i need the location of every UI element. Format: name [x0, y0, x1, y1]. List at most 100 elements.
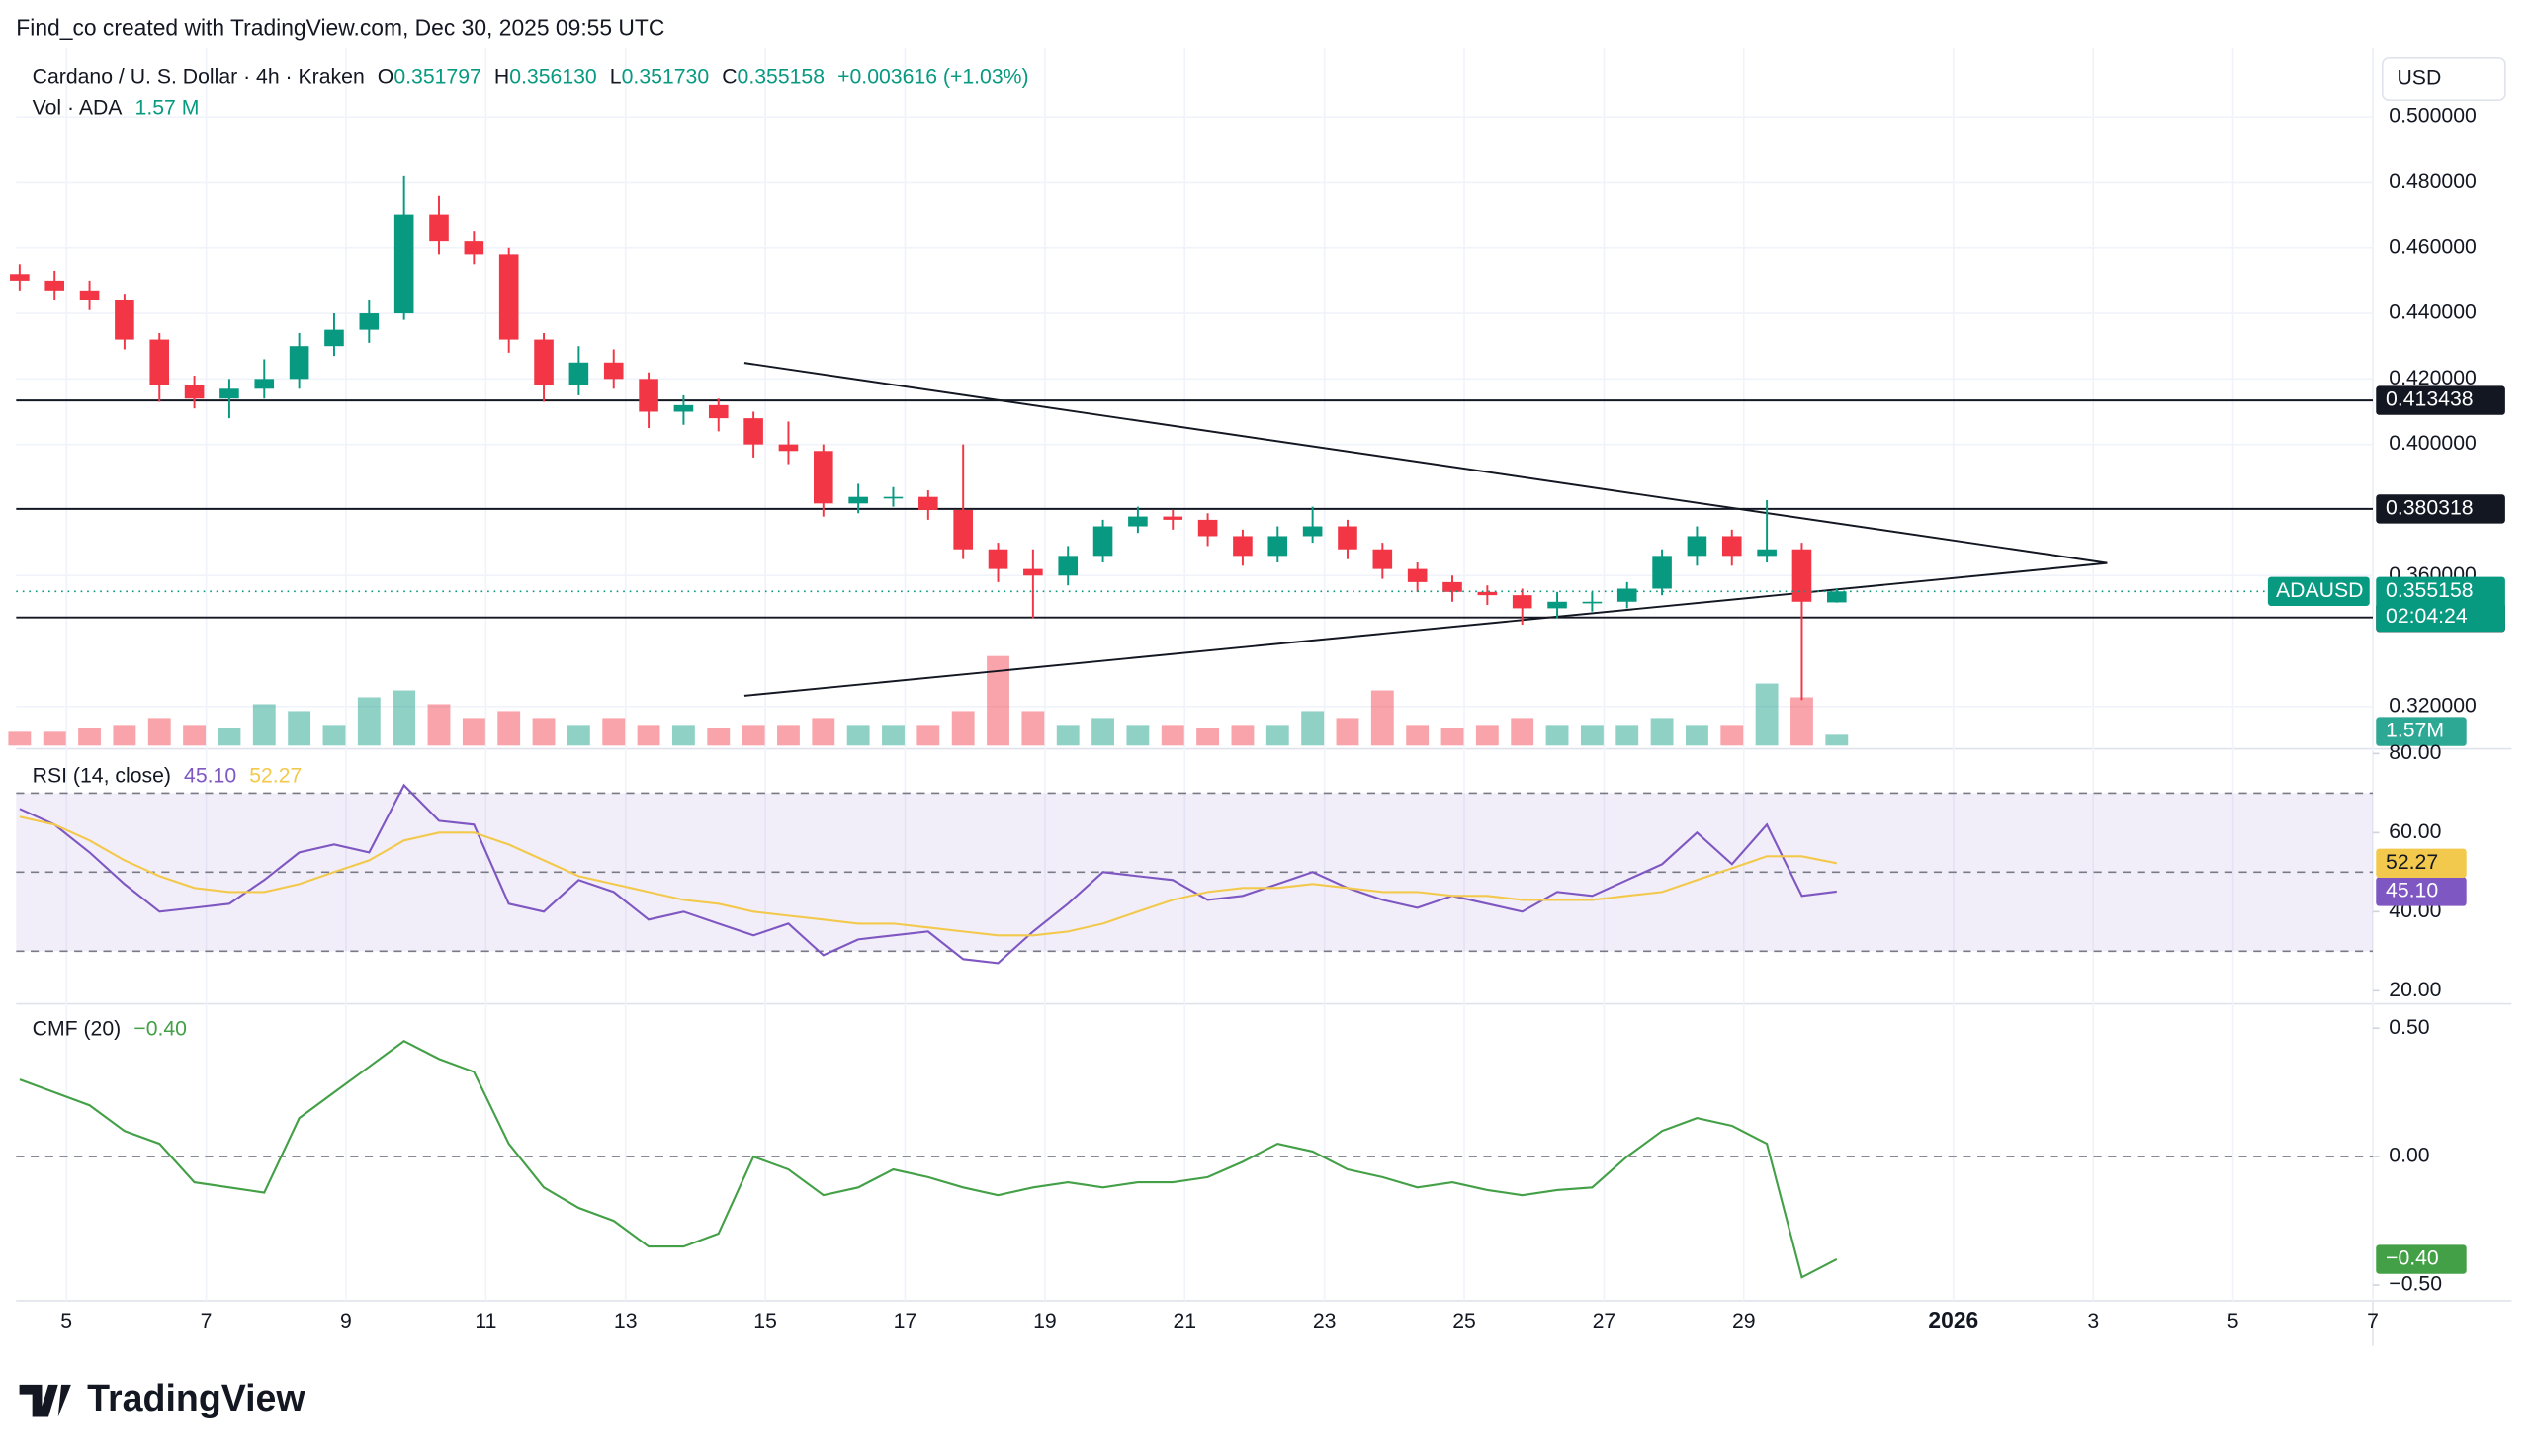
symbol-tag-box	[2267, 576, 2370, 606]
candle-body	[1442, 581, 1462, 592]
candle-body	[1687, 536, 1707, 557]
candle-body	[673, 404, 694, 412]
volume-bar	[393, 690, 416, 746]
volume-bar	[1790, 697, 1813, 746]
x-tick-label: 2026	[1928, 1307, 1978, 1332]
indicator-line	[19, 1039, 1838, 1279]
candle-body	[1267, 536, 1288, 557]
y-tick-label: 0.420000	[2389, 367, 2477, 389]
candle-body	[1128, 516, 1148, 527]
ohlc-key: L	[610, 65, 622, 88]
indicator-value-label: −0.40	[2386, 1247, 2439, 1270]
volume-bar	[1021, 711, 1045, 746]
candle-body	[289, 346, 309, 380]
volume-bar	[1091, 718, 1114, 746]
candle-body	[1582, 601, 1603, 604]
volume-bar	[1196, 728, 1220, 746]
volume-bar	[1511, 718, 1534, 746]
volume-header: Vol · ADA 1.57 M	[33, 96, 200, 119]
x-tick-label: 21	[1173, 1310, 1196, 1332]
volume-bar	[78, 728, 101, 746]
volume-bar	[252, 704, 276, 746]
y-tick-label: 0.00	[2389, 1145, 2429, 1167]
candle-body	[568, 362, 589, 385]
candle-body	[988, 549, 1008, 569]
volume-bar	[1650, 718, 1674, 746]
volume-bar	[1440, 728, 1464, 746]
candle-body	[1616, 588, 1637, 602]
volume-bar	[1720, 725, 1744, 746]
candle-body	[918, 496, 938, 510]
volume-bar	[532, 718, 556, 746]
logo-text: TradingView	[87, 1377, 305, 1418]
y-tick-label: 0.50	[2389, 1016, 2429, 1039]
candle-body	[743, 418, 763, 445]
candle-body	[1372, 549, 1393, 569]
candle-body	[149, 339, 170, 385]
candle-body	[324, 329, 344, 347]
y-tick-label: 60.00	[2389, 820, 2441, 843]
y-tick-label: 0.500000	[2389, 105, 2477, 128]
volume-bar	[357, 697, 381, 746]
volume-bar	[1580, 725, 1604, 746]
volume-bar	[1161, 725, 1184, 746]
x-tick-label: 23	[1313, 1310, 1337, 1332]
x-tick-label: 5	[2227, 1310, 2239, 1332]
candle-body	[1512, 595, 1532, 609]
volume-bar	[43, 731, 66, 746]
currency[interactable]: USD	[2397, 67, 2441, 90]
y-tick-label: 0.320000	[2389, 694, 2477, 717]
candle-body	[184, 385, 205, 399]
candle-body	[1338, 526, 1357, 550]
y-tick-label: −0.50	[2389, 1273, 2442, 1296]
candle-body	[848, 496, 868, 504]
candle-body	[1827, 591, 1847, 603]
x-tick-label: 5	[60, 1310, 72, 1332]
candle-body	[1547, 601, 1567, 609]
candle-body	[219, 388, 239, 399]
trend-line	[743, 561, 2108, 697]
volume-bar	[1615, 725, 1639, 746]
candle-body	[953, 509, 973, 550]
level-label-box	[2376, 385, 2505, 415]
volume-bar	[1825, 734, 1849, 746]
indicator-line	[19, 783, 1837, 965]
candle-body	[1197, 519, 1218, 537]
indicator-value-label-box	[2376, 877, 2467, 906]
volume-bar	[812, 718, 835, 746]
volume-title: Vol · ADA	[33, 96, 124, 119]
last-price-label: 0.355158	[2386, 579, 2474, 602]
y-tick-label: 0.440000	[2389, 301, 2477, 324]
volume-bar	[1370, 690, 1394, 746]
candle-body	[1407, 568, 1428, 582]
ohlc-value: 0.355158	[738, 65, 826, 88]
indicator-legend: CMF (20) −0.40	[33, 1017, 187, 1040]
volume-bar	[671, 725, 695, 746]
x-tick-label: 15	[753, 1310, 777, 1332]
indicator-legend: RSI (14, close) 45.10 52.27	[33, 764, 303, 787]
candle-body	[639, 379, 658, 412]
candle-body	[79, 290, 100, 300]
trend-line	[743, 362, 2108, 564]
volume-bar	[1406, 725, 1430, 746]
candle-body	[429, 214, 449, 242]
candle-body	[708, 404, 729, 419]
candle-body	[1721, 536, 1742, 557]
ohlc-value: 0.356130	[509, 65, 597, 88]
x-tick-label: 29	[1732, 1310, 1756, 1332]
symbol-tag: ADAUSD	[2276, 579, 2363, 602]
volume-bar	[1545, 725, 1569, 746]
volume-bar	[707, 728, 731, 746]
x-tick-label: 11	[475, 1310, 496, 1332]
indicator-value: 52.27	[249, 764, 302, 787]
candle-body	[1233, 536, 1253, 557]
x-tick-label: 27	[1593, 1310, 1616, 1332]
candle-body	[1058, 556, 1079, 576]
candle-body	[44, 280, 65, 291]
volume-bar	[288, 711, 311, 746]
logo: TradingView	[19, 1377, 305, 1418]
volume-bar	[567, 725, 590, 746]
currency-button[interactable]	[2381, 56, 2506, 102]
